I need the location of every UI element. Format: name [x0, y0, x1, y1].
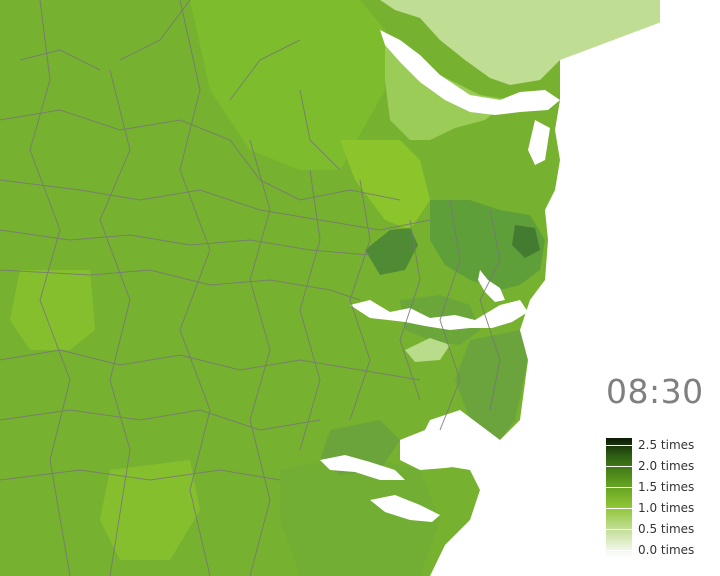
water-ocean-east — [420, 0, 720, 576]
legend-tick — [606, 529, 632, 530]
legend-gradient-bar — [606, 438, 632, 558]
water-middle-harbour — [478, 270, 505, 302]
water-hawkesbury — [380, 30, 560, 115]
water-pittwater — [528, 120, 550, 165]
water-georges-river — [320, 455, 405, 480]
legend-label-2-5: 2.5 times — [638, 438, 695, 452]
suburb-boundaries — [0, 0, 501, 576]
region-central-light — [340, 140, 430, 230]
legend-label-2-0: 2.0 times — [638, 459, 695, 473]
legend-tick — [606, 466, 632, 467]
legend-label-1-0: 1.0 times — [638, 501, 695, 515]
region-northshore-darker — [365, 228, 418, 275]
region-south-coast — [280, 455, 440, 576]
region-north-west — [190, 0, 385, 170]
time-label: 08:30 — [606, 372, 704, 411]
legend-tick — [606, 550, 632, 551]
region-east-suburbs — [455, 330, 528, 440]
region-northshore-darkest — [512, 225, 540, 258]
water-botany-bay — [400, 430, 480, 470]
legend-tick — [606, 508, 632, 509]
legend-label-0-0: 0.0 times — [638, 543, 695, 557]
legend-label-0-5: 0.5 times — [638, 522, 695, 536]
legend-label-1-5: 1.5 times — [638, 480, 695, 494]
water-port-hacking — [370, 495, 440, 522]
region-inner-east-pale — [405, 338, 450, 362]
region-northshore-dark — [430, 200, 545, 290]
region-west-light — [10, 270, 95, 350]
region-southwest-light — [100, 460, 200, 560]
color-legend: 2.5 times 2.0 times 1.5 times 1.0 times … — [606, 438, 716, 558]
region-northeast-pale — [380, 0, 660, 85]
legend-tick — [606, 445, 632, 446]
legend-tick — [606, 487, 632, 488]
water-harbour — [350, 300, 528, 330]
